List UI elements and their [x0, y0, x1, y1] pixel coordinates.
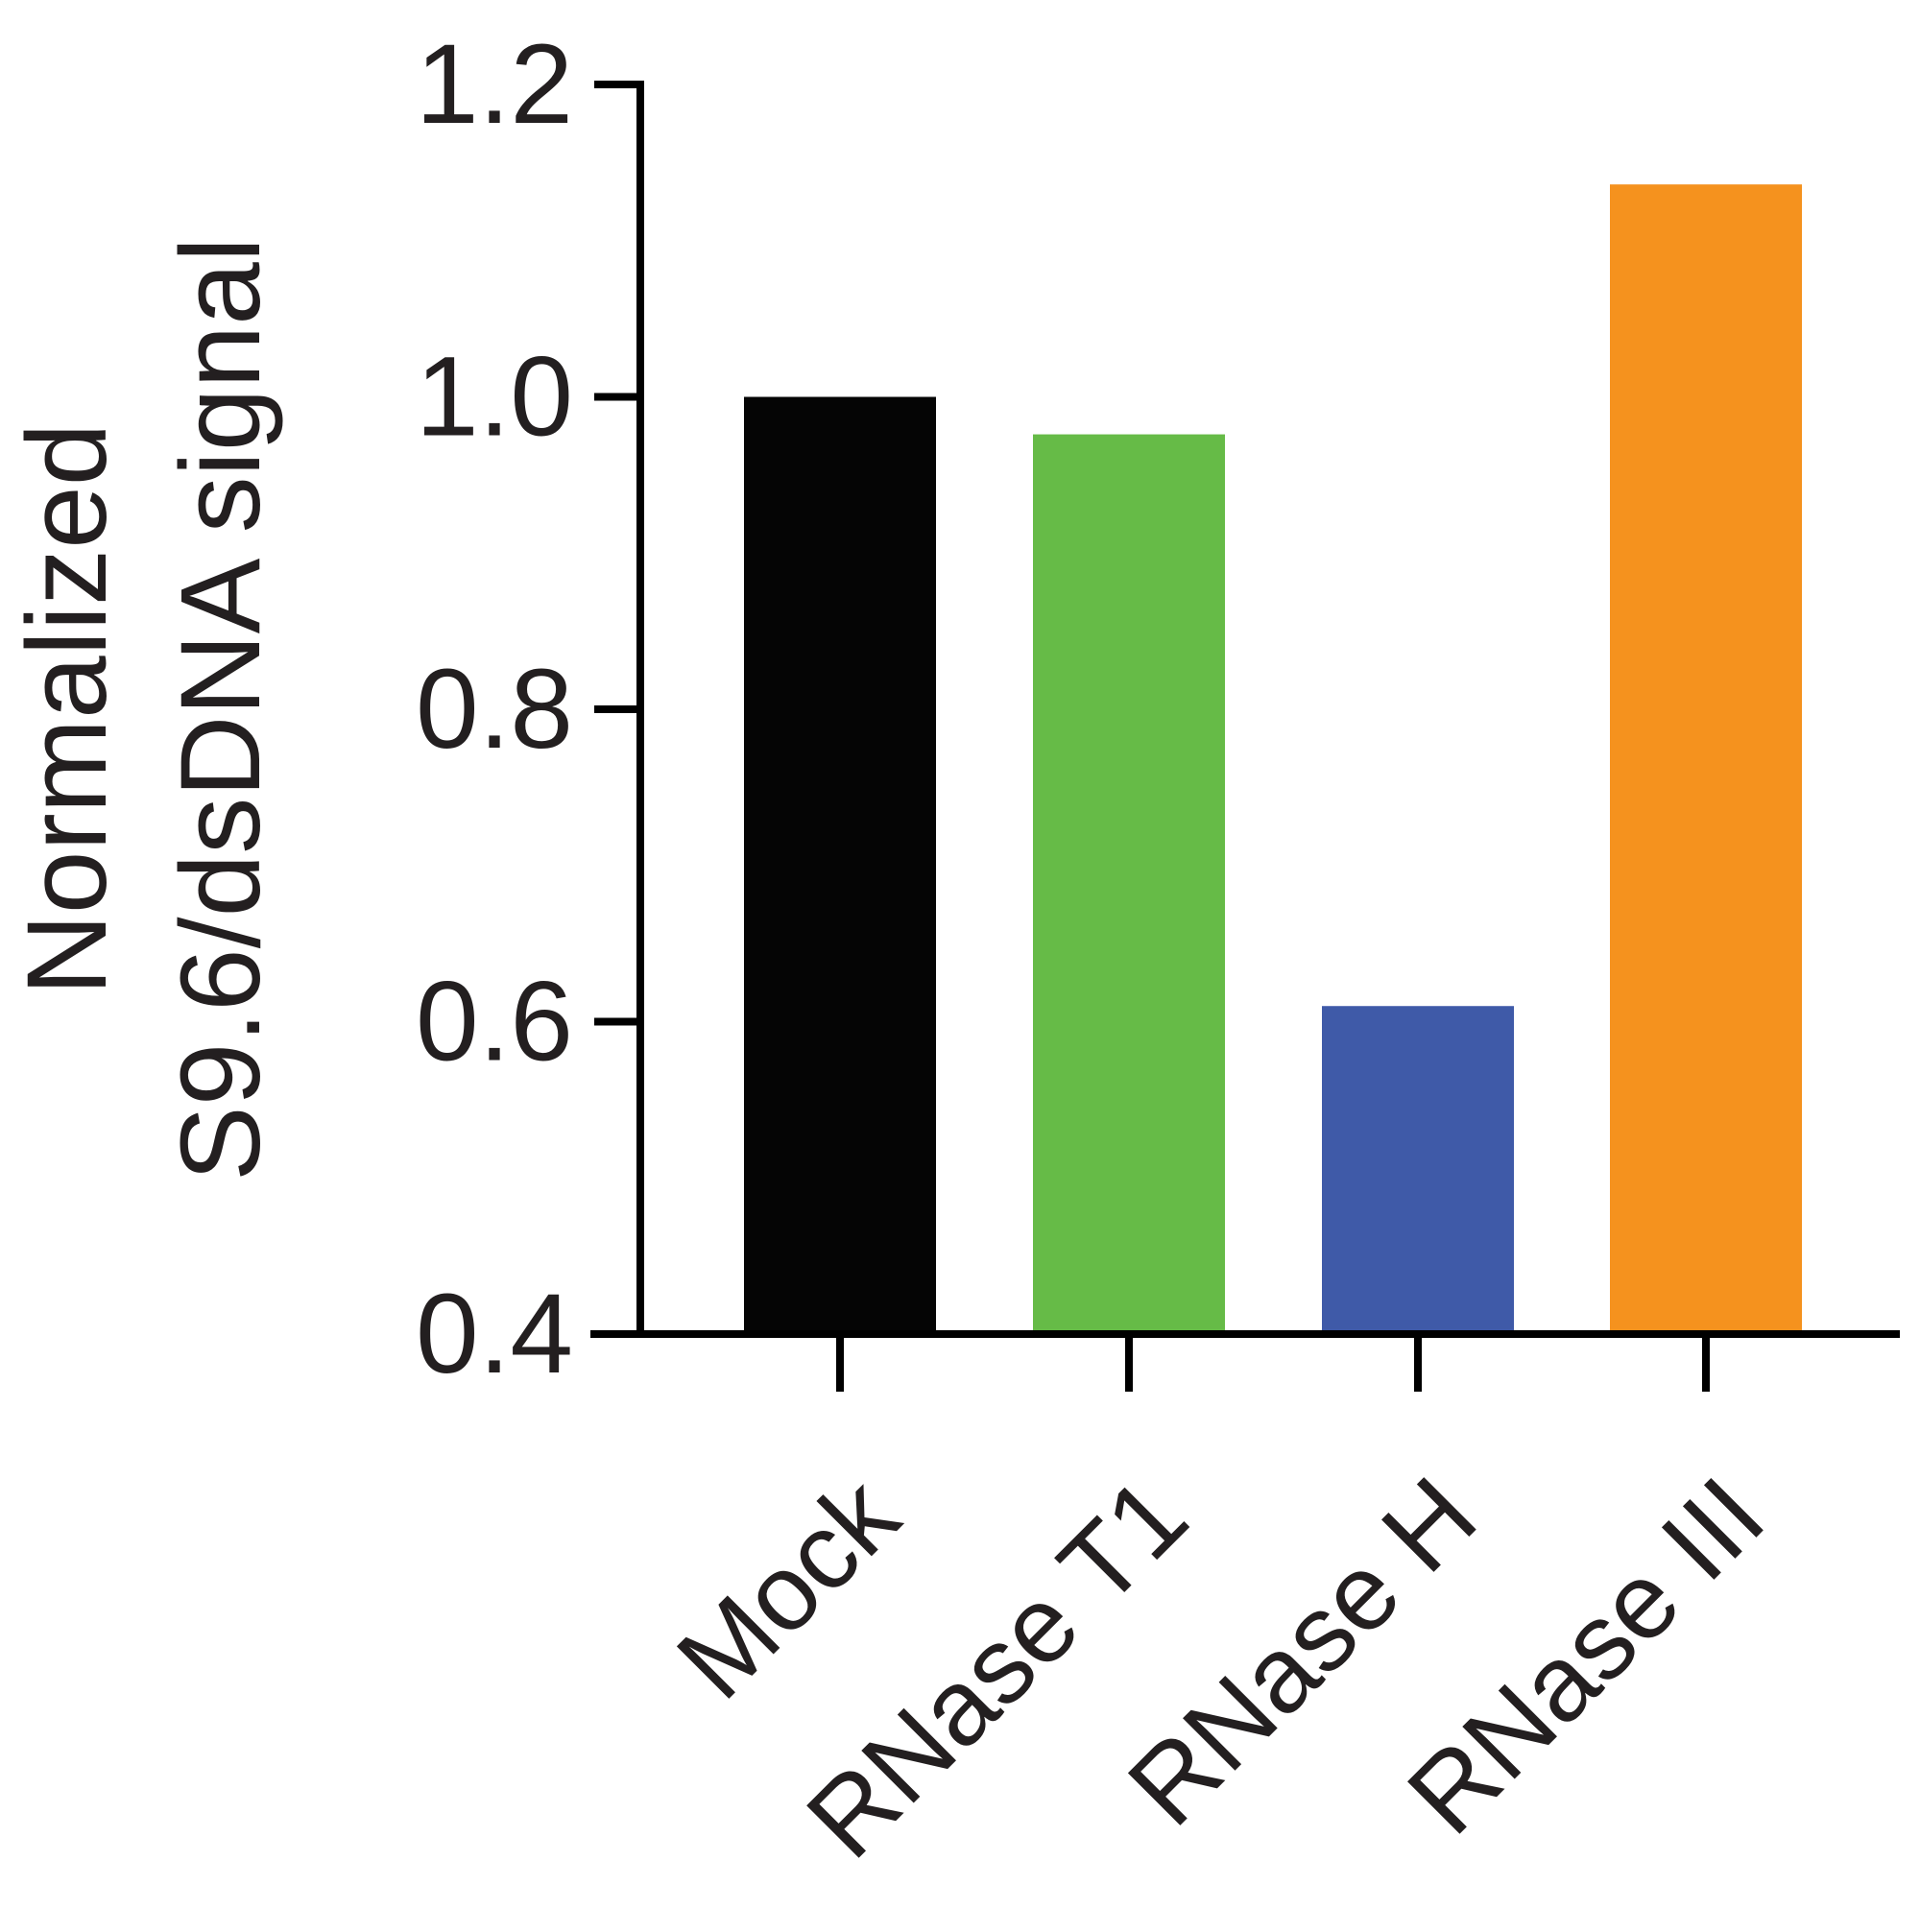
y-tick-label: 0.4 [416, 1271, 573, 1397]
y-tick-label: 0.8 [416, 646, 573, 773]
y-axis-title: Normalized S9.6/dsDNA signal [4, 237, 284, 1181]
y-axis-title-line: S9.6/dsDNA signal [157, 237, 284, 1181]
x-tick-label: Mock [654, 1454, 921, 1721]
bar-mock [744, 396, 936, 1334]
bar-rnase-h [1322, 1006, 1514, 1334]
bars-layer [744, 184, 1802, 1334]
y-axis-title-line: Normalized [4, 423, 131, 996]
bar-rnase-t1 [1033, 434, 1225, 1334]
y-ticks: 0.4 0.6 0.8 1.0 1.2 [416, 21, 640, 1397]
y-tick-label: 0.6 [416, 959, 573, 1085]
y-tick-label: 1.0 [416, 334, 573, 461]
bar-rnase-iii [1610, 184, 1802, 1334]
y-tick-label: 1.2 [416, 21, 573, 148]
